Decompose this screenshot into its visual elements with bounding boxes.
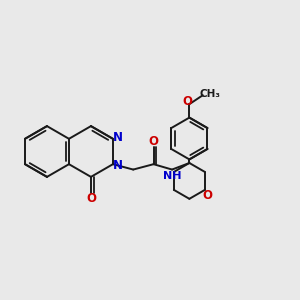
Text: O: O — [149, 135, 159, 148]
Text: O: O — [86, 192, 96, 205]
Text: NH: NH — [163, 171, 181, 181]
Text: CH₃: CH₃ — [200, 89, 220, 99]
Text: O: O — [183, 95, 193, 108]
Text: N: N — [113, 159, 123, 172]
Text: O: O — [203, 189, 213, 202]
Text: N: N — [112, 130, 122, 143]
